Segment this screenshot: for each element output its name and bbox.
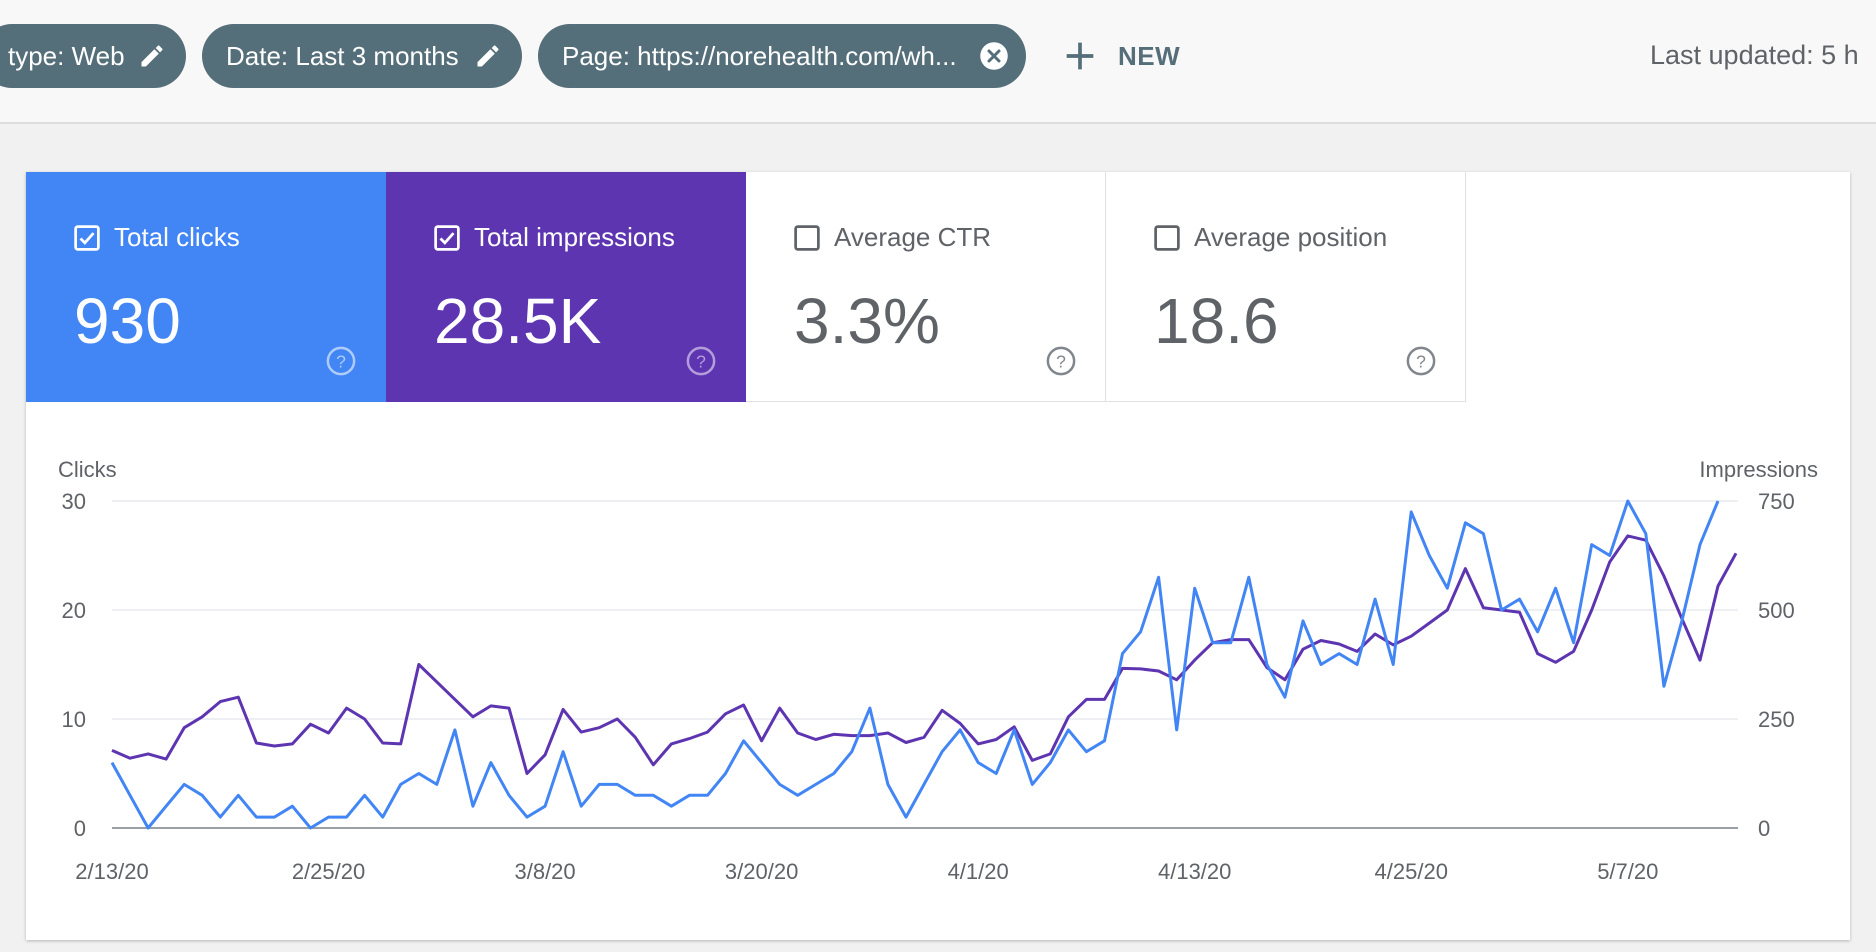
plus-icon xyxy=(1066,42,1094,70)
metric-label: Average position xyxy=(1194,222,1388,252)
close-circle-icon[interactable] xyxy=(978,40,1010,72)
svg-text:?: ? xyxy=(1416,351,1426,371)
left-tick-label: 30 xyxy=(62,489,86,514)
svg-text:?: ? xyxy=(696,351,706,371)
checkbox-checked-icon[interactable] xyxy=(434,224,460,251)
right-tick-label: 500 xyxy=(1758,598,1795,623)
filter-chip-label: type: Web xyxy=(8,40,125,71)
left-axis-title: Clicks xyxy=(58,457,117,482)
checkbox-checked-icon[interactable] xyxy=(74,224,100,251)
filter-chip-label: Date: Last 3 months xyxy=(226,40,459,71)
series-line-impressions xyxy=(111,534,1738,775)
checkbox-unchecked-icon[interactable] xyxy=(794,224,820,251)
filter-chip-search-type[interactable]: type: Web xyxy=(0,24,186,88)
performance-card: Total clicks 930 ? Total impressions 28.… xyxy=(26,172,1850,940)
metric-value: 3.3% xyxy=(794,285,940,357)
help-icon[interactable]: ? xyxy=(326,346,356,376)
x-tick-label: 2/13/20 xyxy=(75,859,148,884)
filter-chip-date[interactable]: Date: Last 3 months xyxy=(202,24,522,88)
left-tick-label: 0 xyxy=(74,816,86,841)
metric-label: Total impressions xyxy=(474,222,675,252)
checkbox-unchecked-icon[interactable] xyxy=(1154,224,1180,251)
left-tick-label: 20 xyxy=(62,598,86,623)
right-tick-label: 0 xyxy=(1758,816,1770,841)
metric-total-clicks[interactable]: Total clicks 930 ? xyxy=(26,172,386,402)
new-filter-button[interactable]: NEW xyxy=(1060,32,1180,80)
svg-text:?: ? xyxy=(336,351,346,371)
metric-total-impressions[interactable]: Total impressions 28.5K ? xyxy=(386,172,746,402)
metric-average-position[interactable]: Average position 18.6 ? xyxy=(1106,172,1466,402)
x-tick-label: 5/7/20 xyxy=(1597,859,1658,884)
right-tick-label: 250 xyxy=(1758,707,1795,732)
metric-average-ctr[interactable]: Average CTR 3.3% ? xyxy=(746,172,1106,402)
right-axis-title: Impressions xyxy=(1699,457,1818,482)
metric-label: Average CTR xyxy=(834,222,992,252)
metric-value: 930 xyxy=(74,285,181,357)
filter-bar: type: Web Date: Last 3 months Page: http… xyxy=(0,0,1876,124)
metric-value: 28.5K xyxy=(434,285,602,357)
help-icon[interactable]: ? xyxy=(1406,346,1436,376)
x-tick-label: 2/25/20 xyxy=(292,859,365,884)
filter-chip-label: Page: https://norehealth.com/wh... xyxy=(562,40,957,71)
last-updated-text: Last updated: 5 h xyxy=(1650,40,1859,70)
svg-text:?: ? xyxy=(1056,351,1066,371)
series-line-clicks xyxy=(110,499,1720,830)
x-tick-label: 3/20/20 xyxy=(725,859,798,884)
metric-label: Total clicks xyxy=(114,222,240,252)
help-icon[interactable]: ? xyxy=(1046,346,1076,376)
edit-icon[interactable] xyxy=(136,40,168,72)
right-tick-label: 750 xyxy=(1758,489,1795,514)
x-tick-label: 3/8/20 xyxy=(514,859,575,884)
help-icon[interactable]: ? xyxy=(686,346,716,376)
left-tick-label: 10 xyxy=(62,707,86,732)
x-tick-label: 4/25/20 xyxy=(1375,859,1448,884)
edit-icon[interactable] xyxy=(472,40,504,72)
filter-chip-page[interactable]: Page: https://norehealth.com/wh... xyxy=(538,24,1026,88)
performance-chart[interactable]: 0 10 20 30 0 250 500 750 Clicks Impressions 2/13/2… xyxy=(26,172,1850,940)
new-filter-label: NEW xyxy=(1118,40,1181,71)
x-tick-label: 4/13/20 xyxy=(1158,859,1231,884)
metric-value: 18.6 xyxy=(1154,285,1279,357)
x-tick-label: 4/1/20 xyxy=(948,859,1009,884)
